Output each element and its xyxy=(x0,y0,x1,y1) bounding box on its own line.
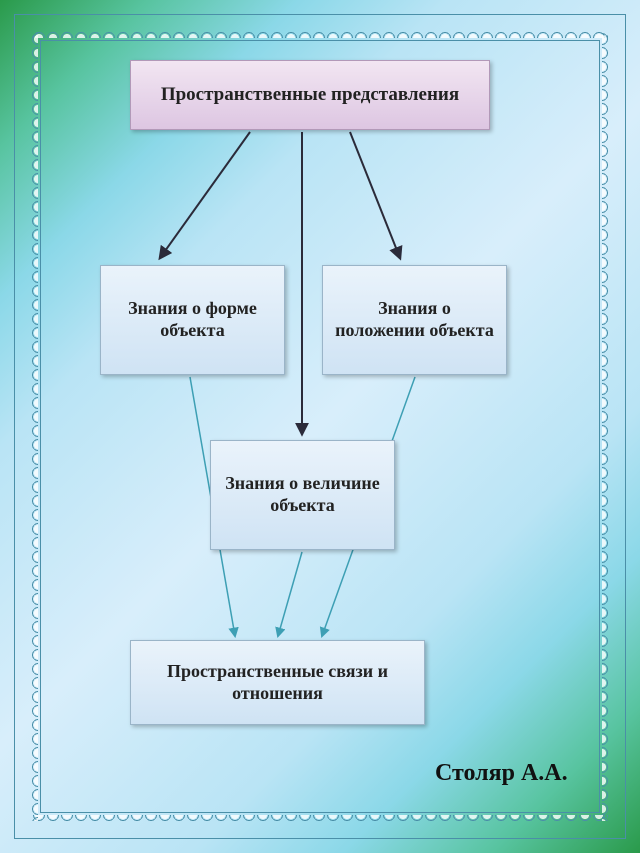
node-shape: Знания о форме объекта xyxy=(100,265,285,375)
lace-border-right xyxy=(602,32,624,821)
node-position: Знания о положении объекта xyxy=(322,265,507,375)
lace-border-top xyxy=(32,16,608,38)
author-credit: Столяр А.А. xyxy=(435,760,568,787)
edge-size-relations xyxy=(278,552,302,636)
node-relations: Пространственные связи и отношения xyxy=(130,640,425,725)
node-size: Знания о величине объекта xyxy=(210,440,395,550)
lace-border-left xyxy=(16,32,38,821)
edge-root-shape xyxy=(160,132,250,258)
diagram-area: Пространственные представления Знания о ф… xyxy=(40,40,600,813)
edge-root-position xyxy=(350,132,400,258)
node-root: Пространственные представления xyxy=(130,60,490,130)
lace-border-bottom xyxy=(32,815,608,837)
